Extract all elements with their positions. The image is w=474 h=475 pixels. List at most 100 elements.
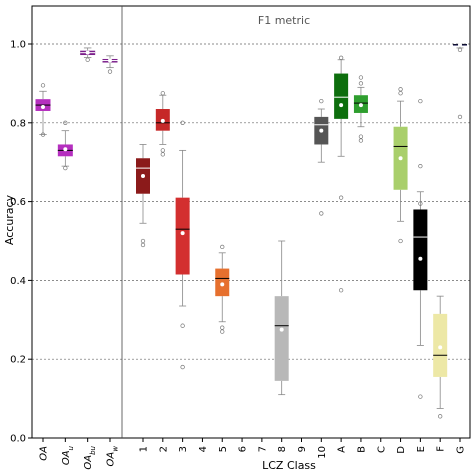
plot-frame xyxy=(31,5,471,439)
x-tick-label: OAw xyxy=(106,446,120,467)
outlier-point xyxy=(180,323,185,328)
mean-marker xyxy=(339,103,344,108)
outlier-point xyxy=(358,134,364,139)
y-tick-label: 0.0 xyxy=(10,434,26,445)
x-axis-ticks: OA OAu OAbu OAw 1 2 3 4 5 6 7 8 9 10 A B C D E F G xyxy=(39,438,467,470)
outlier-point xyxy=(418,394,423,399)
box-plot xyxy=(215,244,230,334)
outlier-point xyxy=(338,288,344,293)
outlier-point xyxy=(418,98,423,104)
mean-marker xyxy=(319,128,324,133)
box-plot xyxy=(80,47,96,62)
mean-marker xyxy=(180,231,185,236)
x-tick-label: 6 xyxy=(238,446,249,452)
mean-marker xyxy=(418,256,423,261)
iqr-box xyxy=(175,197,190,275)
outlier-point xyxy=(40,83,46,88)
outlier-point xyxy=(140,242,146,248)
y-tick-label: 0.6 xyxy=(10,197,26,208)
outlier-point xyxy=(338,55,344,60)
iqr-box xyxy=(274,296,289,381)
box-plot xyxy=(453,42,467,120)
box-plots xyxy=(35,42,467,419)
outlier-point xyxy=(457,47,463,53)
x-tick-label: E xyxy=(416,446,427,452)
outlier-point xyxy=(63,165,68,171)
x-tick-label: 2 xyxy=(158,446,169,452)
outlier-point xyxy=(180,120,185,125)
box-plot xyxy=(353,75,368,143)
x-tick-label: 10 xyxy=(317,446,328,459)
outlier-point xyxy=(358,138,364,143)
outlier-point xyxy=(160,91,165,96)
outlier-point xyxy=(319,98,324,104)
mean-marker xyxy=(438,345,443,350)
mean-marker xyxy=(358,103,363,108)
box-plot xyxy=(393,87,408,244)
x-tick-label: OAbu xyxy=(83,445,97,469)
box-plot xyxy=(314,98,329,216)
mean-marker xyxy=(220,282,225,287)
x-tick-label: C xyxy=(376,446,387,453)
outlier-point xyxy=(358,81,364,86)
y-tick-label: 0.2 xyxy=(10,355,26,366)
y-axis-ticks: 0.0 0.2 0.4 0.6 0.8 1.0 xyxy=(10,40,32,445)
outlier-point xyxy=(40,132,46,137)
y-axis-label: Accuracy xyxy=(3,194,16,245)
mean-marker xyxy=(41,105,45,110)
box-plot xyxy=(175,120,190,370)
outlier-point xyxy=(220,244,225,250)
mean-marker xyxy=(63,147,68,152)
outlier-point xyxy=(319,211,324,216)
x-axis-label: LCZ Class xyxy=(262,459,316,472)
y-tick-label: 1.0 xyxy=(10,40,26,51)
x-tick-label: OA xyxy=(39,446,50,461)
outlier-point xyxy=(85,57,90,62)
x-tick-label: 8 xyxy=(277,446,288,452)
box-plot xyxy=(413,98,428,399)
outlier-point xyxy=(63,120,68,125)
mean-marker xyxy=(160,118,165,123)
x-tick-label: G xyxy=(456,446,467,454)
x-tick-label: 4 xyxy=(198,446,209,452)
outlier-point xyxy=(418,201,423,206)
mean-marker xyxy=(458,42,462,47)
y-tick-label: 0.8 xyxy=(10,118,26,129)
mean-marker xyxy=(141,173,145,178)
x-tick-label: 1 xyxy=(139,446,150,452)
box-plot xyxy=(155,91,170,157)
outlier-point xyxy=(457,114,463,120)
box-plot xyxy=(274,240,289,396)
box-plot xyxy=(433,295,448,419)
x-tick-label: B xyxy=(356,446,367,453)
mean-marker xyxy=(108,58,112,63)
box-plot xyxy=(35,83,51,137)
outlier-point xyxy=(438,414,443,419)
outlier-point xyxy=(418,163,423,169)
mean-marker xyxy=(279,327,284,332)
iqr-box xyxy=(413,209,428,291)
chart-title: F1 metric xyxy=(258,14,310,27)
box-plot xyxy=(136,144,150,248)
x-tick-label: 7 xyxy=(257,446,268,452)
outlier-point xyxy=(107,69,113,74)
x-tick-label: A xyxy=(337,446,348,453)
outlier-point xyxy=(398,238,403,244)
outlier-point xyxy=(398,87,403,92)
outlier-point xyxy=(180,364,185,370)
iqr-box xyxy=(334,73,349,119)
y-tick-label: 0.4 xyxy=(10,276,26,287)
outlier-point xyxy=(220,329,225,334)
outlier-point xyxy=(358,75,364,80)
outlier-point xyxy=(398,91,403,96)
mean-marker xyxy=(398,156,403,161)
x-tick-label: 3 xyxy=(178,446,189,452)
x-tick-label: OAu xyxy=(61,445,75,465)
box-plot xyxy=(57,120,73,171)
x-tick-label: F xyxy=(436,446,447,452)
gridlines xyxy=(32,43,470,360)
x-tick-label: 5 xyxy=(218,446,229,452)
outlier-point xyxy=(220,325,225,330)
outlier-point xyxy=(140,238,146,244)
